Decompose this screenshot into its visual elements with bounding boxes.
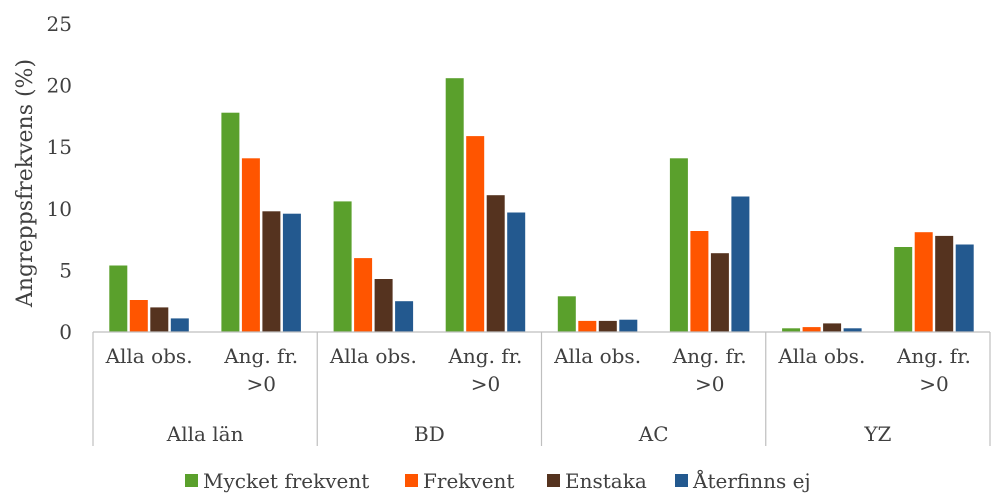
group-label-bd: BD: [414, 422, 445, 446]
bar: [710, 253, 729, 332]
x-tick-label: Alla obs.: [777, 344, 865, 368]
x-tick-label-line: >0: [246, 372, 275, 396]
y-tick-label: 10: [47, 197, 72, 221]
x-tick-label-line: Alla obs.: [553, 344, 641, 368]
bar: [354, 258, 373, 332]
bar: [221, 112, 240, 332]
legend-item-frekvent: Frekvent: [405, 469, 514, 493]
bar: [282, 213, 301, 332]
bar: [507, 212, 526, 332]
legend-label: Enstaka: [565, 469, 647, 493]
legend-item-mycket-frekvent: Mycket frekvent: [185, 469, 369, 493]
series-aterfinns-ej: [170, 196, 974, 332]
bar: [150, 307, 169, 332]
x-tick-label-line: Alla obs.: [777, 344, 865, 368]
bar: [129, 300, 148, 332]
bar: [690, 231, 709, 332]
bar: [333, 201, 352, 332]
bar: [466, 136, 485, 332]
x-tick-label: Ang. fr. >0: [223, 344, 298, 396]
bar: [894, 247, 913, 332]
legend-label: Frekvent: [423, 469, 514, 493]
y-tick-label: 25: [47, 12, 72, 36]
x-tick-label: Ang. fr. >0: [896, 344, 971, 396]
series-frekvent: [129, 136, 933, 332]
bar: [935, 235, 954, 332]
x-tick-label-line: >0: [471, 372, 500, 396]
bar: [955, 244, 974, 332]
legend-item-aterfinns-ej: Återfinns ej: [675, 468, 811, 493]
x-tick-label-line: Ang. fr.: [672, 344, 747, 368]
y-tick-label: 5: [59, 258, 72, 282]
group-label-alla-lan: Alla län: [166, 422, 244, 446]
bar: [241, 158, 260, 332]
x-tick-label-line: Ang. fr.: [447, 344, 522, 368]
bar: [578, 320, 597, 332]
legend-swatch: [675, 474, 688, 487]
legend-label: Mycket frekvent: [203, 469, 369, 493]
y-axis-title: Angreppsfrekvens (%): [13, 59, 38, 308]
bar: [262, 211, 281, 332]
series-mycket-frekvent: [109, 78, 913, 332]
series-enstaka: [150, 195, 954, 332]
bar: [802, 327, 821, 332]
bar: [395, 301, 414, 332]
bar: [557, 296, 576, 332]
x-tick-label-line: Alla obs.: [329, 344, 417, 368]
bars: [109, 78, 974, 332]
y-axis-ticks: 0 5 10 15 20 25: [47, 12, 72, 344]
group-label-yz: YZ: [863, 422, 891, 446]
x-axis: Alla obs. Ang. fr. >0 Alla obs. Ang. fr. >0 Al…: [92, 331, 991, 446]
bar: [619, 319, 638, 332]
x-tick-label-line: Ang. fr.: [223, 344, 298, 368]
x-tick-label: Ang. fr. >0: [447, 344, 522, 396]
bar: [374, 279, 393, 332]
x-tick-label: Alla obs.: [105, 344, 193, 368]
x-tick-label-line: Ang. fr.: [896, 344, 971, 368]
group-label-ac: AC: [638, 422, 669, 446]
bar: [170, 318, 189, 332]
bar: [843, 328, 862, 332]
bar: [445, 78, 464, 332]
bar: [598, 320, 617, 332]
y-tick-label: 15: [47, 135, 72, 159]
legend-swatch: [547, 474, 560, 487]
legend-swatch: [185, 474, 198, 487]
legend-swatch: [405, 474, 418, 487]
bar: [914, 232, 933, 332]
x-tick-label-line: >0: [695, 372, 724, 396]
legend-item-enstaka: Enstaka: [547, 469, 647, 493]
y-tick-label: 20: [47, 74, 72, 98]
x-tick-label-line: Alla obs.: [105, 344, 193, 368]
x-tick-label-line: >0: [919, 372, 948, 396]
legend: Mycket frekvent Frekvent Enstaka Återfinns …: [185, 468, 811, 493]
x-tick-label: Ang. fr. >0: [672, 344, 747, 396]
bar: [669, 158, 688, 332]
legend-label: Återfinns ej: [692, 468, 811, 493]
bar: [109, 265, 128, 332]
x-tick-label: Alla obs.: [553, 344, 641, 368]
bar: [486, 195, 505, 332]
y-tick-label: 0: [59, 320, 72, 344]
bar: [823, 323, 842, 332]
bar: [731, 196, 750, 332]
x-tick-label: Alla obs.: [329, 344, 417, 368]
bar: [782, 328, 801, 332]
